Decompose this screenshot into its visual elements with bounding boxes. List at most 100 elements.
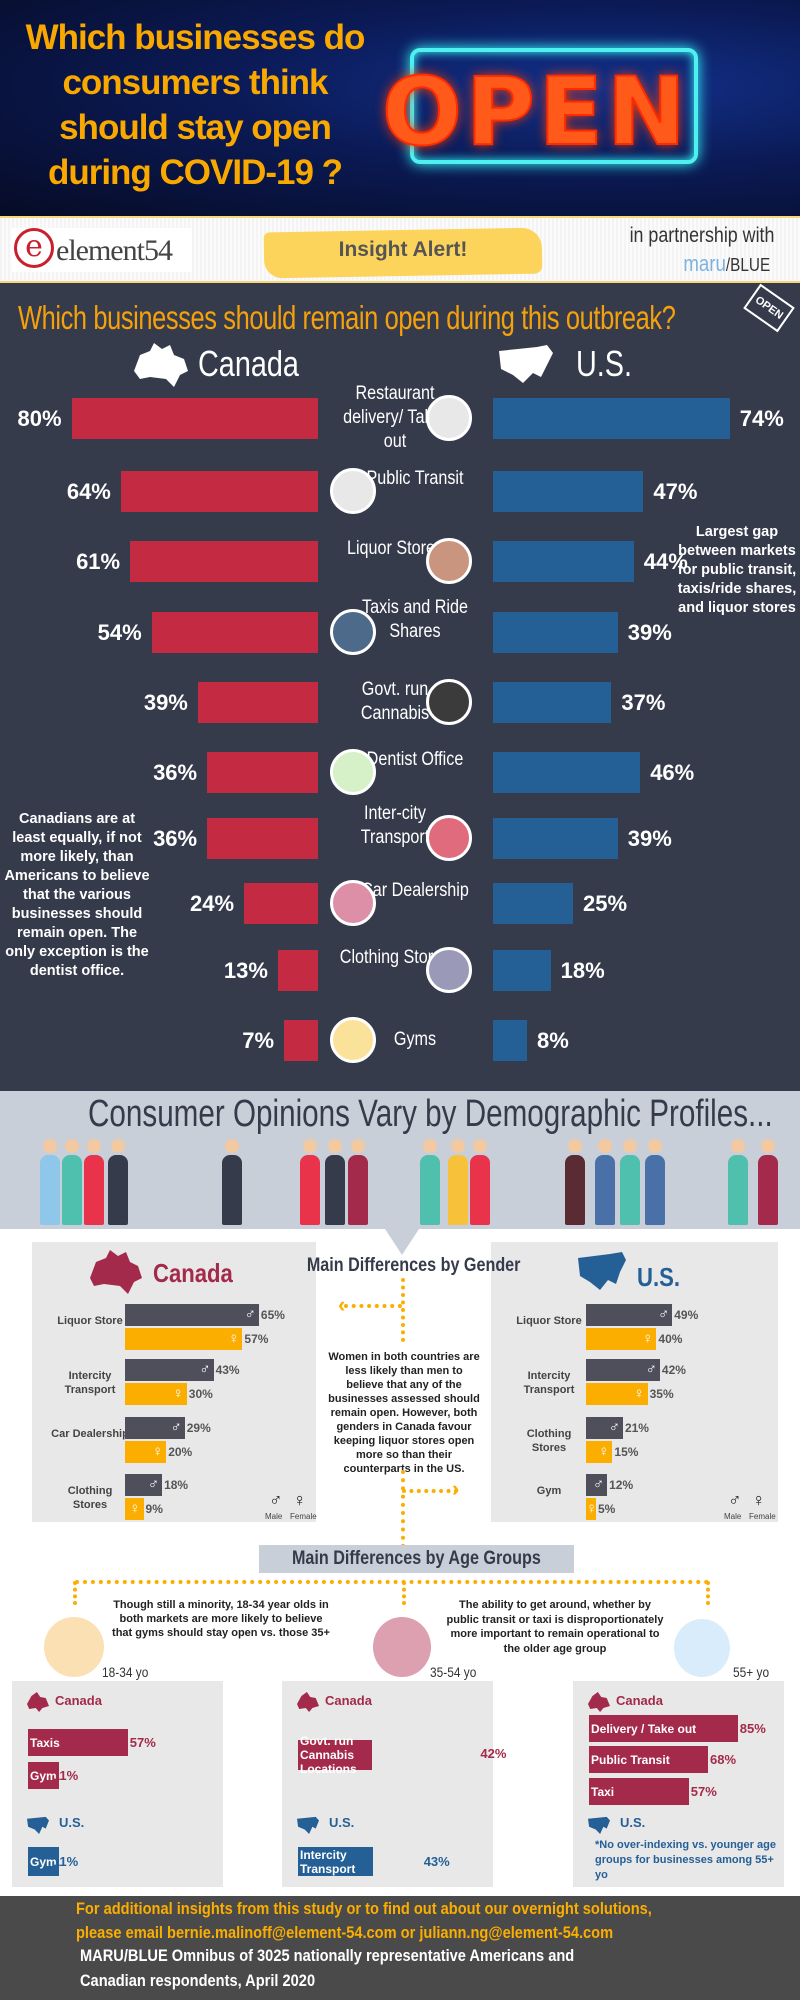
demographic-title: Consumer Opinions Vary by Demographic Pr… [88, 1093, 773, 1135]
age-canada-bar: Delivery / Take out [589, 1715, 738, 1742]
dentist-office-icon [330, 749, 376, 795]
male-bar: ♂ [125, 1359, 214, 1381]
male-legend-icon: ♂ [728, 1490, 742, 1510]
logo-mark-icon: e [14, 228, 54, 268]
legend-female-label: Female [290, 1512, 317, 1521]
us-bar [493, 818, 618, 859]
header-title: Which businesses do consumers think shou… [0, 15, 390, 195]
senior-couple-avatar [674, 1619, 730, 1677]
canada-value: 13% [223, 958, 268, 983]
age-canada-bar: Public Transit [589, 1746, 708, 1773]
male-icon: ♂ [244, 1306, 256, 1323]
category-label: Dentist Office [366, 749, 464, 770]
person-head [423, 1139, 437, 1153]
neon-open-sign: OPEN [381, 57, 690, 168]
person-figure [448, 1139, 468, 1225]
us-map-icon [499, 345, 553, 383]
us-bar [493, 1020, 527, 1061]
legend-female-label: Female [749, 1512, 776, 1521]
age-canada-value: 85% [739, 1721, 766, 1736]
age-bar-label: Taxis [30, 1735, 60, 1750]
gender-category-label: Liquor Store [57, 1315, 123, 1327]
person-head [761, 1139, 775, 1153]
dotted-connector [706, 1581, 710, 1605]
category-label: Inter-city Transport [360, 803, 430, 848]
gender-note: Women in both countries are less likely … [328, 1351, 480, 1475]
gender-category-label: Liquor Store [516, 1315, 582, 1327]
gender-canada-heading: Canada [153, 1258, 233, 1288]
canada-value: 64% [66, 479, 111, 504]
gap-note: Largest gap between markets for public t… [677, 524, 797, 616]
category-label: Public Transit [366, 468, 464, 489]
female-value: 15% [614, 1445, 639, 1459]
category-label: Restaurant delivery/ Take-out [343, 383, 447, 452]
male-icon: ♂ [199, 1361, 211, 1378]
male-bar: ♂ [586, 1417, 623, 1439]
person-head [451, 1139, 465, 1153]
person-figure [645, 1139, 665, 1225]
female-icon: ♀ [129, 1500, 141, 1517]
person-figure [348, 1139, 368, 1225]
age-bar-label: Govt. run Cannabis Locations [300, 1734, 357, 1776]
age-title: Main Differences by Age Groups [292, 1548, 541, 1569]
business-chart-section: Which businesses should remain open duri… [0, 283, 800, 1091]
age-canada-bar: Govt. run Cannabis Locations [298, 1734, 372, 1776]
person-head [473, 1139, 487, 1153]
female-bar: ♀ [586, 1383, 648, 1405]
male-icon: ♂ [147, 1476, 160, 1493]
bus-icon [330, 468, 376, 514]
age-us-bar: Gym [28, 1847, 59, 1876]
canada-heading: Canada [198, 343, 299, 384]
female-bar: ♀ [586, 1328, 657, 1350]
male-bar: ♂ [125, 1304, 259, 1326]
cannabis-leaf-icon [426, 679, 472, 725]
young-note: Though still a minority, 18-34 year olds… [112, 1599, 330, 1639]
taxi-icon [330, 609, 376, 655]
person-head [351, 1139, 365, 1153]
us-bar [493, 398, 730, 439]
young-couple-avatar [44, 1617, 104, 1677]
age-us-note: *No over-indexing vs. younger age groups… [595, 1839, 776, 1881]
gym-icon [330, 1017, 376, 1063]
female-bar: ♀ [125, 1498, 144, 1520]
gender-panel-us [491, 1242, 778, 1522]
legend-male-label: Male [724, 1512, 742, 1521]
maru-blue-logo: maru/BLUE [683, 251, 770, 277]
female-value: 57% [244, 1332, 269, 1346]
dotted-arrow-left [344, 1304, 402, 1308]
age-label-55: 55+ yo [733, 1664, 770, 1680]
person-head [568, 1139, 582, 1153]
female-icon: ♀ [633, 1385, 645, 1402]
canada-bar [207, 818, 318, 859]
canada-bar [130, 541, 318, 582]
category-label: Gyms [393, 1029, 437, 1050]
male-value: 43% [215, 1363, 240, 1377]
female-icon: ♀ [586, 1500, 598, 1517]
person-figure [595, 1139, 615, 1225]
dotted-connector [73, 1581, 77, 1605]
female-icon: ♀ [598, 1443, 610, 1460]
canada-value: 54% [97, 620, 142, 645]
blue-text: /BLUE [725, 255, 770, 275]
us-value: 39% [627, 826, 672, 851]
canada-value: 39% [143, 690, 188, 715]
arrow-left-icon: ‹ [338, 1292, 346, 1317]
title-line: should stay open [59, 108, 332, 147]
male-value: 12% [609, 1478, 634, 1492]
footer-contact-email[interactable]: please email bernie.malinoff@element-54.… [76, 1923, 614, 1942]
maru-text: maru [683, 251, 726, 276]
female-icon: ♀ [172, 1385, 184, 1402]
male-icon: ♂ [657, 1306, 670, 1323]
clothing-store-icon [426, 947, 472, 993]
canada-bar [151, 612, 318, 653]
canada-map-icon [134, 343, 188, 387]
male-value: 18% [164, 1478, 189, 1492]
gender-panel-canada [32, 1242, 316, 1522]
canada-note: Canadians are at least equally, if not m… [4, 811, 150, 979]
footer: For additional insights from this study … [0, 1896, 800, 2000]
canada-bar [197, 682, 318, 723]
age-canada-value: 57% [129, 1735, 156, 1750]
person-head [303, 1139, 317, 1153]
age-us-bar: Intercity Transport [298, 1847, 374, 1876]
canada-bar [244, 883, 318, 924]
